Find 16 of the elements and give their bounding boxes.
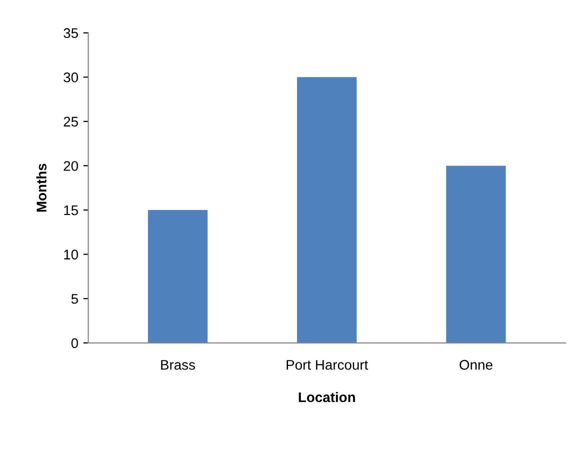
- x-axis-title: Location: [298, 392, 355, 402]
- y-axis-title: Months: [36, 164, 46, 212]
- x-tick-label: Onne: [460, 360, 492, 370]
- bar: [148, 210, 208, 343]
- y-tick-label: 20: [64, 161, 78, 171]
- y-tick-label: 0: [71, 338, 78, 348]
- x-tick-label: Brass: [161, 360, 195, 370]
- bar: [297, 77, 357, 343]
- x-tick-label: Port Harcourt: [286, 360, 368, 370]
- y-tick-label: 35: [64, 28, 78, 38]
- bar: [446, 166, 506, 343]
- y-tick-label: 5: [71, 294, 78, 304]
- y-tick-label: 15: [64, 206, 78, 216]
- y-tick-label: 10: [64, 250, 78, 260]
- y-tick-label: 25: [64, 116, 78, 127]
- y-tick-label: 30: [64, 72, 78, 82]
